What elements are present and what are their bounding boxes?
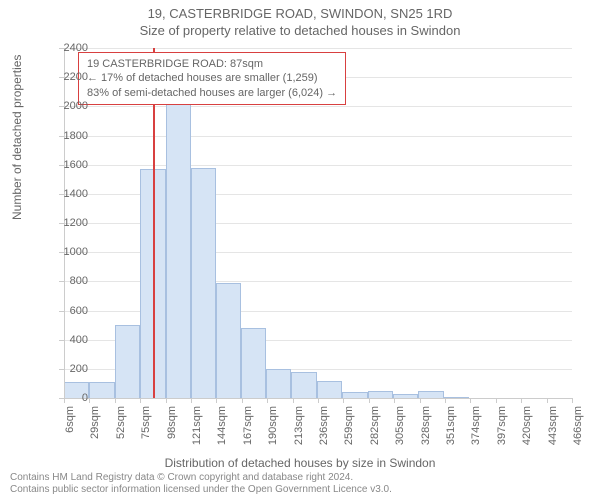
x-tick-mark xyxy=(496,398,497,403)
x-tick-label: 190sqm xyxy=(267,406,279,446)
y-tick-label: 600 xyxy=(48,305,88,317)
x-tick-mark xyxy=(89,398,90,403)
y-tick-label: 200 xyxy=(48,363,88,375)
footer-line-2: Contains public sector information licen… xyxy=(10,484,392,496)
histogram-bar xyxy=(241,328,266,398)
footer-line-1: Contains HM Land Registry data © Crown c… xyxy=(10,472,392,484)
y-tick-label: 400 xyxy=(48,334,88,346)
y-tick-label: 1600 xyxy=(48,159,88,171)
x-tick-label: 29sqm xyxy=(89,406,101,446)
y-tick-label: 2200 xyxy=(48,71,88,83)
histogram-bar xyxy=(115,325,140,398)
footer-attribution: Contains HM Land Registry data © Crown c… xyxy=(10,472,392,496)
y-tick-label: 1800 xyxy=(48,130,88,142)
x-tick-label: 328sqm xyxy=(420,406,432,446)
histogram-bar xyxy=(266,369,291,398)
x-tick-label: 75sqm xyxy=(140,406,152,446)
info-box-line: ← 17% of detached houses are smaller (1,… xyxy=(87,71,337,85)
x-tick-mark xyxy=(470,398,471,403)
y-tick-label: 1400 xyxy=(48,188,88,200)
histogram-bar xyxy=(89,382,114,398)
histogram-bar xyxy=(368,391,393,398)
x-tick-label: 259sqm xyxy=(343,406,355,446)
x-tick-label: 305sqm xyxy=(394,406,406,446)
x-tick-mark xyxy=(293,398,294,403)
x-tick-label: 6sqm xyxy=(64,406,76,446)
histogram-bar xyxy=(191,168,216,398)
y-axis-label: Number of detached properties xyxy=(10,55,24,220)
x-tick-mark xyxy=(445,398,446,403)
histogram-bar xyxy=(317,381,342,399)
y-tick-label: 800 xyxy=(48,275,88,287)
x-tick-mark xyxy=(318,398,319,403)
x-tick-mark xyxy=(547,398,548,403)
grid-line xyxy=(64,106,572,107)
y-tick-label: 1200 xyxy=(48,217,88,229)
x-tick-mark xyxy=(191,398,192,403)
x-tick-label: 443sqm xyxy=(547,406,559,446)
grid-line xyxy=(64,165,572,166)
x-tick-mark xyxy=(166,398,167,403)
chart-title-main: 19, CASTERBRIDGE ROAD, SWINDON, SN25 1RD xyxy=(0,0,600,21)
x-tick-label: 98sqm xyxy=(166,406,178,446)
x-tick-mark xyxy=(572,398,573,403)
x-tick-mark xyxy=(115,398,116,403)
x-tick-label: 374sqm xyxy=(470,406,482,446)
x-tick-mark xyxy=(267,398,268,403)
y-tick-label: 2400 xyxy=(48,42,88,54)
x-tick-label: 167sqm xyxy=(242,406,254,446)
x-tick-label: 236sqm xyxy=(318,406,330,446)
chart-title-sub: Size of property relative to detached ho… xyxy=(0,21,600,38)
grid-line xyxy=(64,48,572,49)
x-tick-label: 282sqm xyxy=(369,406,381,446)
x-tick-mark xyxy=(242,398,243,403)
x-tick-label: 351sqm xyxy=(445,406,457,446)
x-tick-mark xyxy=(343,398,344,403)
info-box: 19 CASTERBRIDGE ROAD: 87sqm← 17% of deta… xyxy=(78,52,346,105)
x-tick-label: 144sqm xyxy=(216,406,228,446)
y-tick-label: 1000 xyxy=(48,246,88,258)
x-tick-mark xyxy=(394,398,395,403)
histogram-bar xyxy=(216,283,240,398)
x-tick-mark xyxy=(140,398,141,403)
y-tick-label: 0 xyxy=(48,392,88,404)
info-box-line: 83% of semi-detached houses are larger (… xyxy=(87,86,337,100)
x-tick-mark xyxy=(216,398,217,403)
x-tick-label: 121sqm xyxy=(191,406,203,446)
x-tick-label: 397sqm xyxy=(496,406,508,446)
y-tick-label: 2000 xyxy=(48,100,88,112)
x-tick-label: 466sqm xyxy=(572,406,584,446)
chart-area: 19 CASTERBRIDGE ROAD: 87sqm← 17% of deta… xyxy=(64,48,572,398)
x-tick-mark xyxy=(369,398,370,403)
plot-region: 19 CASTERBRIDGE ROAD: 87sqm← 17% of deta… xyxy=(64,48,572,398)
x-axis-label: Distribution of detached houses by size … xyxy=(0,456,600,470)
x-tick-mark xyxy=(420,398,421,403)
x-tick-label: 213sqm xyxy=(293,406,305,446)
histogram-bar xyxy=(291,372,316,398)
grid-line xyxy=(64,136,572,137)
histogram-bar xyxy=(166,71,191,398)
info-box-line: 19 CASTERBRIDGE ROAD: 87sqm xyxy=(87,57,337,71)
x-tick-label: 420sqm xyxy=(521,406,533,446)
x-tick-mark xyxy=(521,398,522,403)
histogram-bar xyxy=(418,391,443,398)
x-tick-label: 52sqm xyxy=(115,406,127,446)
